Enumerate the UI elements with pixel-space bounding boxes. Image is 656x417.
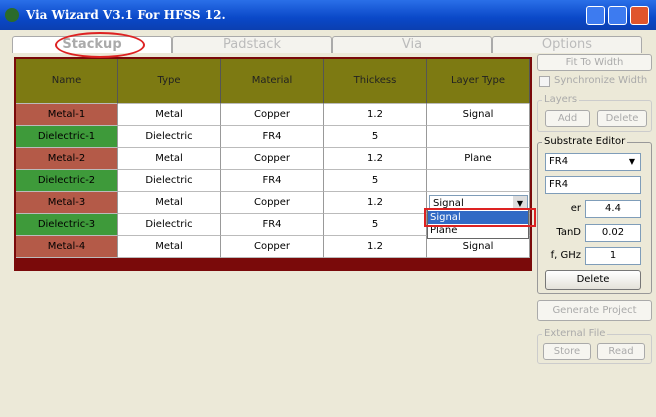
- cell: Metal-1: [16, 104, 118, 126]
- cell: Dielectric: [118, 126, 221, 148]
- group-label: Substrate Editor: [542, 136, 628, 147]
- title-bar: Via Wizard V3.1 For HFSS 12.: [0, 0, 656, 30]
- layers-group: [537, 100, 652, 132]
- window-title: Via Wizard V3.1 For HFSS 12.: [26, 8, 226, 22]
- cell: FR4: [221, 214, 324, 236]
- cell: 1.2: [324, 192, 427, 214]
- cell: 5: [324, 170, 427, 192]
- cell: Metal: [118, 192, 221, 214]
- stackup-table: Name Type Material Thickess Layer Type Metal-…: [14, 57, 532, 271]
- cell: Metal: [118, 236, 221, 258]
- cell: Copper: [221, 236, 324, 258]
- cell: Metal-4: [16, 236, 118, 258]
- cell: Signal: [427, 104, 530, 126]
- cell: 1.2: [324, 236, 427, 258]
- generate-button[interactable]: Generate Project: [537, 300, 652, 321]
- cell: 5: [324, 214, 427, 236]
- right-panel: Fit To Width Synchronize Width Layers Add De…: [537, 54, 652, 364]
- column-header: Thickess: [324, 59, 427, 104]
- cell: Copper: [221, 148, 324, 170]
- cell: Dielectric: [118, 214, 221, 236]
- cell: [427, 170, 530, 192]
- dropdown-option[interactable]: Signal: [428, 211, 528, 224]
- highlight-ellipse: [55, 32, 145, 58]
- delete-button[interactable]: Delete: [545, 270, 641, 290]
- fit-button[interactable]: Fit To Width: [537, 54, 652, 71]
- cell: 1.2: [324, 148, 427, 170]
- column-header: Type: [118, 59, 221, 104]
- read-button[interactable]: Read: [597, 343, 645, 360]
- delete-layer-button[interactable]: Delete: [597, 110, 647, 127]
- cell: Dielectric: [118, 170, 221, 192]
- tab[interactable]: Via: [332, 36, 492, 53]
- field-label: er: [570, 203, 581, 214]
- cell: Dielectric-3: [16, 214, 118, 236]
- select-arrow: ▼: [513, 196, 527, 211]
- cell: Copper: [221, 104, 324, 126]
- add-button[interactable]: Add: [545, 110, 590, 127]
- column-header: Name: [16, 59, 118, 104]
- select-arrow: ▼: [628, 157, 636, 166]
- maximize-button[interactable]: [608, 6, 627, 25]
- cell: Plane: [427, 148, 530, 170]
- highlight-box: [424, 208, 536, 227]
- layer-type-select[interactable]: Signal: [429, 195, 528, 212]
- field-input[interactable]: 0.02: [585, 224, 641, 242]
- field-input[interactable]: 4.4: [585, 200, 641, 218]
- cell: Metal-2: [16, 148, 118, 170]
- column-header: Material: [221, 59, 324, 104]
- cell: Metal-3: [16, 192, 118, 214]
- column-header: Layer Type: [427, 59, 530, 104]
- material-select[interactable]: FR4: [545, 153, 641, 171]
- checkbox-label: Synchronize Width: [554, 75, 648, 86]
- cell: Signal: [427, 236, 530, 258]
- cell: Metal: [118, 104, 221, 126]
- dropdown-list: Signal Plane: [427, 209, 529, 239]
- cell: 1.2: [324, 104, 427, 126]
- group-label: External File: [542, 328, 608, 339]
- close-button[interactable]: [630, 6, 649, 25]
- tab[interactable]: Padstack: [172, 36, 332, 53]
- dropdown-option[interactable]: Plane: [430, 225, 458, 236]
- minimize-button[interactable]: [586, 6, 605, 25]
- field-input[interactable]: 1: [585, 247, 641, 265]
- cell: Dielectric-1: [16, 126, 118, 148]
- cell: Metal: [118, 148, 221, 170]
- material-name-input[interactable]: FR4: [545, 176, 641, 194]
- cell: FR4: [221, 170, 324, 192]
- cell: FR4: [221, 126, 324, 148]
- store-button[interactable]: Store: [543, 343, 591, 360]
- cell: Dielectric-2: [16, 170, 118, 192]
- group-label: Layers: [542, 94, 580, 105]
- cell: [427, 126, 530, 148]
- tab[interactable]: Options: [492, 36, 642, 53]
- field-label: TanD: [556, 227, 581, 238]
- field-label: f, GHz: [550, 250, 581, 261]
- cell: Copper: [221, 192, 324, 214]
- checkbox[interactable]: [539, 76, 550, 87]
- app-icon: [5, 8, 19, 22]
- cell: 5: [324, 126, 427, 148]
